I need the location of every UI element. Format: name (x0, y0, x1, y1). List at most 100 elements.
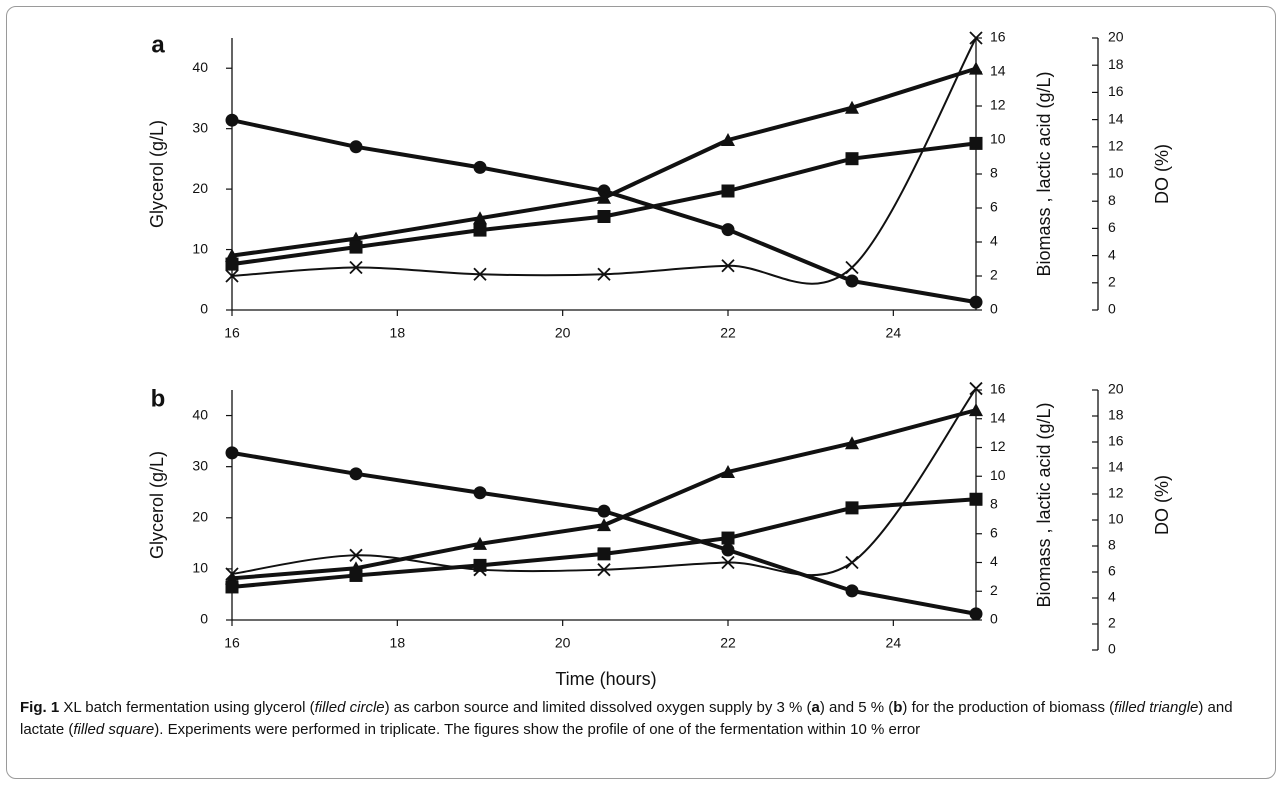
right2-y-tick-label: 6 (1108, 219, 1116, 235)
point-square (721, 184, 735, 198)
point-square (349, 568, 363, 582)
right1-y-tick-label: 6 (990, 524, 998, 540)
caption-run: ). Experiments were performed in triplic… (154, 721, 921, 738)
left-y-tick-label: 30 (192, 457, 208, 473)
right2-y-tick-label: 18 (1108, 56, 1124, 72)
left-y-tick-label: 10 (192, 560, 208, 576)
point-triangle (721, 133, 735, 146)
right1-y-tick-label: 10 (990, 131, 1006, 147)
right1-y-tick-label: 16 (990, 381, 1006, 397)
figure-frame (6, 6, 1276, 779)
caption-run: ) for the production of biomass ( (902, 699, 1115, 716)
right1-y-tick-label: 2 (990, 267, 998, 283)
right1-y-tick-label: 4 (990, 233, 998, 249)
point-x (349, 260, 363, 275)
left-y-tick-label: 20 (192, 180, 208, 196)
right1-y-tick-label: 4 (990, 553, 998, 569)
series-line-circle (231, 450, 977, 616)
right2-y-tick-label: 10 (1108, 165, 1124, 181)
point-square (845, 501, 859, 515)
caption-run: filled triangle (1114, 699, 1199, 716)
caption-run: filled circle (314, 699, 385, 716)
x-tick-label: 16 (224, 325, 240, 341)
figure-chart-area: a010203040024681012141602468101214161820… (147, 29, 1172, 689)
point-circle (721, 543, 735, 557)
left-y-tick-label: 40 (192, 406, 208, 422)
point-circle (845, 274, 859, 288)
point-x (969, 381, 983, 396)
point-x (349, 548, 363, 562)
point-circle (225, 113, 239, 127)
point-x (845, 260, 859, 275)
point-circle (225, 446, 239, 460)
point-square (969, 492, 983, 506)
point-square (845, 152, 859, 166)
right2-y-tick-label: 8 (1108, 537, 1116, 553)
left-y-tick-label: 40 (192, 59, 208, 75)
left-y-tick-label: 30 (192, 119, 208, 135)
panel-label-b: b (151, 385, 166, 412)
figure-caption: Fig. 1 XL batch fermentation using glyce… (20, 697, 1260, 741)
right2-y-tick-label: 0 (1108, 301, 1116, 317)
right1-y-tick-label: 14 (990, 409, 1006, 425)
x-tick-label: 18 (390, 635, 406, 651)
point-triangle (845, 436, 859, 450)
panel-label-a: a (151, 31, 165, 58)
right2-y-tick-label: 20 (1108, 381, 1124, 397)
point-circle (349, 140, 363, 154)
left-y-tick-label: 20 (192, 508, 208, 524)
right2-y-tick-label: 14 (1108, 459, 1124, 475)
right2-y-tick-label: 6 (1108, 563, 1116, 579)
x-tick-label: 20 (555, 325, 571, 341)
point-triangle (969, 61, 983, 75)
x-tick-label: 24 (886, 325, 902, 341)
point-triangle (845, 100, 859, 114)
right1-y-axis-title: Biomass , lactic acid (g/L) (1034, 71, 1054, 276)
right1-y-tick-label: 16 (990, 29, 1006, 45)
x-tick-label: 24 (886, 635, 902, 651)
point-square (225, 257, 239, 271)
point-triangle (969, 403, 983, 417)
right2-y-tick-label: 4 (1108, 246, 1116, 262)
x-axis-title: Time (hours) (555, 669, 656, 689)
right2-y-tick-label: 2 (1108, 615, 1116, 631)
point-square (969, 136, 983, 150)
point-triangle (597, 190, 611, 204)
point-circle (349, 467, 363, 481)
right2-y-tick-label: 12 (1108, 138, 1124, 154)
point-x (597, 563, 611, 577)
right2-y-tick-label: 0 (1108, 641, 1116, 657)
right1-y-axis-title: Biomass , lactic acid (g/L) (1034, 402, 1054, 607)
right1-y-tick-label: 8 (990, 165, 998, 181)
caption-run: filled square (73, 721, 155, 738)
point-circle (597, 504, 611, 518)
point-square (225, 580, 239, 594)
x-tick-label: 18 (390, 325, 406, 341)
right1-y-tick-label: 8 (990, 496, 998, 512)
right2-y-tick-label: 2 (1108, 274, 1116, 290)
caption-run: a (811, 699, 820, 716)
point-x (473, 563, 487, 577)
right2-y-tick-label: 4 (1108, 589, 1116, 605)
x-tick-label: 22 (720, 325, 736, 341)
x-tick-label: 16 (224, 635, 240, 651)
caption-run: XL batch fermentation using glycerol ( (59, 699, 315, 716)
point-x (721, 555, 735, 570)
point-square (473, 223, 487, 237)
right2-y-tick-label: 12 (1108, 485, 1124, 501)
point-triangle (473, 211, 487, 225)
caption-run: b (893, 699, 903, 716)
point-square (597, 547, 611, 561)
left-y-axis-title: Glycerol (g/L) (147, 120, 167, 228)
point-x (225, 567, 239, 581)
point-circle (721, 223, 735, 237)
point-x (597, 267, 611, 281)
caption-run: ) and 5 % ( (819, 699, 894, 716)
point-circle (473, 486, 487, 500)
point-triangle (721, 464, 735, 478)
caption-run: ) as carbon source and limited dissolved… (384, 699, 812, 716)
right1-y-tick-label: 0 (990, 301, 998, 317)
right2-y-tick-label: 20 (1108, 29, 1124, 45)
series-line-x (231, 387, 977, 577)
right2-y-tick-label: 8 (1108, 192, 1116, 208)
